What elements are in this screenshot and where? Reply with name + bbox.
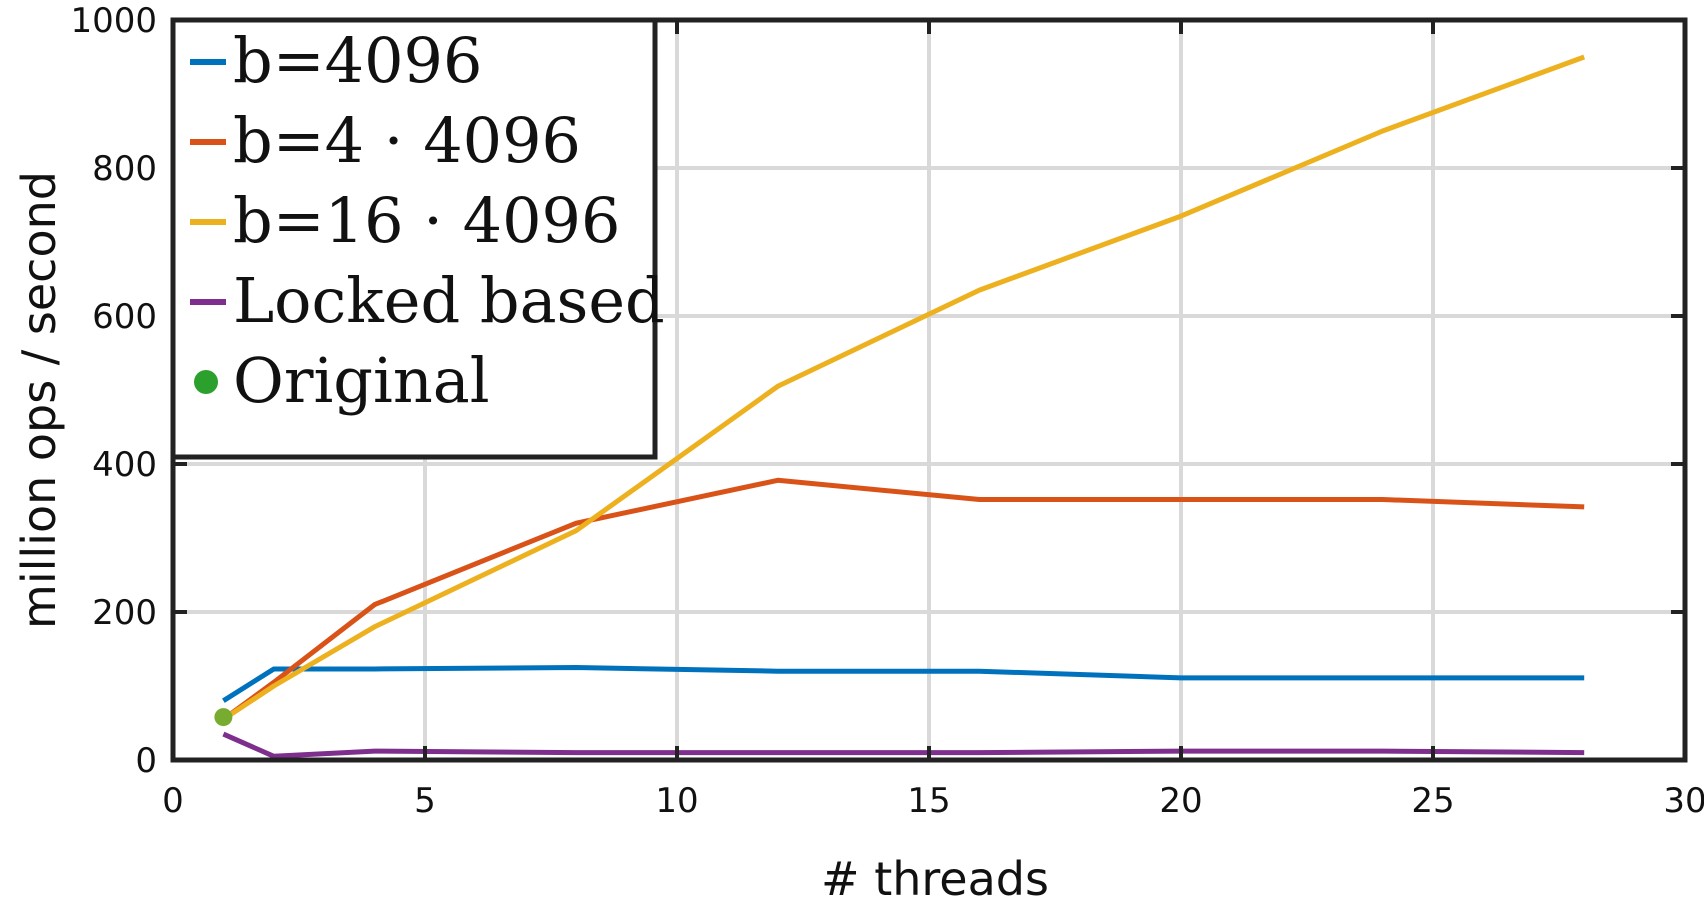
y-tick-label: 200 <box>92 593 157 633</box>
legend-label: Original <box>233 344 490 417</box>
legend-marker <box>194 370 218 394</box>
x-axis-tick-labels: 0 5 10 15 20 25 30 <box>162 781 1704 821</box>
grid-lines <box>173 20 1685 760</box>
y-tick-label: 0 <box>135 741 157 781</box>
x-tick-label: 15 <box>907 781 950 821</box>
series-line <box>221 477 1585 722</box>
y-tick-label: 800 <box>92 149 157 189</box>
legend-label: b=4 · 4096 <box>233 104 581 177</box>
x-tick-label: 10 <box>655 781 698 821</box>
y-axis-tick-labels: 0 200 400 600 800 1000 <box>70 1 157 781</box>
x-tick-label: 25 <box>1411 781 1454 821</box>
legend-box <box>170 17 658 460</box>
series-line <box>222 731 1585 759</box>
x-tick-label: 20 <box>1159 781 1202 821</box>
x-tick-label: 30 <box>1663 781 1704 821</box>
data-points <box>214 708 233 727</box>
y-tick-label: 400 <box>92 445 157 485</box>
legend-label: b=16 · 4096 <box>233 184 620 257</box>
x-axis-label: # threads <box>821 852 1049 906</box>
series-line <box>222 665 1585 703</box>
legend-label: Locked based <box>233 264 665 337</box>
y-tick-label: 1000 <box>70 1 157 41</box>
y-tick-label: 600 <box>92 297 157 337</box>
series-lines <box>221 54 1586 759</box>
series-line <box>222 54 1586 722</box>
original-point <box>214 708 233 727</box>
x-tick-label: 0 <box>162 781 184 821</box>
legend-label: b=4096 <box>233 24 482 97</box>
y-axis-label: million ops / second <box>12 171 66 629</box>
x-tick-label: 5 <box>414 781 436 821</box>
